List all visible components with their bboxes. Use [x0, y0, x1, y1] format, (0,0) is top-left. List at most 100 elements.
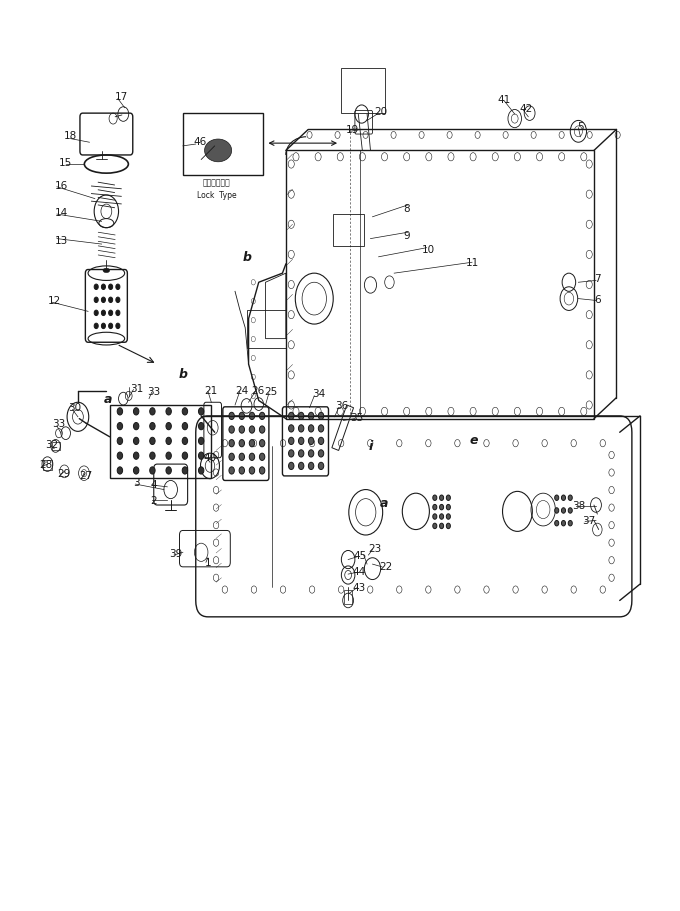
Circle shape: [101, 323, 105, 329]
Circle shape: [117, 467, 122, 475]
Text: 16: 16: [54, 180, 67, 190]
Circle shape: [133, 453, 139, 460]
Circle shape: [432, 496, 437, 501]
Circle shape: [299, 413, 304, 420]
Circle shape: [229, 413, 235, 420]
Circle shape: [182, 467, 188, 475]
Text: 26: 26: [251, 385, 264, 395]
Text: 42: 42: [520, 104, 533, 114]
Text: ロックタイプ: ロックタイプ: [203, 179, 231, 188]
Text: 1: 1: [205, 558, 211, 568]
Circle shape: [446, 524, 450, 529]
Circle shape: [432, 514, 437, 519]
Circle shape: [199, 467, 204, 475]
Circle shape: [199, 453, 204, 460]
Text: 21: 21: [205, 385, 218, 395]
Circle shape: [439, 505, 443, 510]
Text: 36: 36: [335, 401, 348, 411]
Circle shape: [239, 467, 245, 475]
Text: 33: 33: [52, 419, 65, 429]
Circle shape: [117, 453, 122, 460]
Circle shape: [109, 311, 113, 316]
Text: 31: 31: [130, 384, 143, 394]
Text: 44: 44: [352, 567, 366, 577]
Circle shape: [150, 423, 155, 430]
Circle shape: [568, 496, 573, 501]
Circle shape: [182, 438, 188, 445]
Circle shape: [318, 413, 324, 420]
Circle shape: [116, 311, 120, 316]
Text: 35: 35: [350, 413, 364, 423]
Circle shape: [229, 454, 235, 461]
Circle shape: [116, 323, 120, 329]
Text: 19: 19: [345, 126, 359, 136]
Circle shape: [446, 505, 450, 510]
Circle shape: [250, 440, 255, 447]
Circle shape: [94, 311, 98, 316]
Circle shape: [199, 438, 204, 445]
Circle shape: [133, 423, 139, 430]
Text: 18: 18: [64, 131, 77, 141]
Ellipse shape: [103, 269, 109, 273]
Circle shape: [299, 425, 304, 433]
Circle shape: [259, 440, 265, 447]
Text: 24: 24: [235, 385, 248, 395]
Text: b: b: [178, 367, 188, 380]
Text: 46: 46: [193, 138, 207, 148]
Circle shape: [239, 426, 245, 434]
Text: 7: 7: [594, 273, 600, 283]
Circle shape: [446, 496, 450, 501]
Text: 29: 29: [58, 468, 71, 478]
Text: 17: 17: [116, 92, 129, 102]
Circle shape: [562, 508, 566, 514]
Circle shape: [432, 524, 437, 529]
Circle shape: [117, 438, 122, 445]
Text: 15: 15: [59, 158, 72, 168]
Circle shape: [182, 423, 188, 430]
Circle shape: [562, 496, 566, 501]
Circle shape: [94, 285, 98, 291]
Circle shape: [116, 298, 120, 303]
Bar: [341, 68, 386, 114]
Circle shape: [259, 426, 265, 434]
Circle shape: [229, 426, 235, 434]
Circle shape: [259, 467, 265, 475]
Circle shape: [299, 438, 304, 445]
Circle shape: [166, 423, 171, 430]
Circle shape: [439, 524, 443, 529]
Text: 4: 4: [150, 479, 157, 489]
Circle shape: [288, 425, 294, 433]
Text: 45: 45: [354, 550, 367, 560]
Circle shape: [101, 298, 105, 303]
Circle shape: [199, 408, 204, 415]
Bar: [344, 591, 352, 605]
Circle shape: [116, 285, 120, 291]
Circle shape: [446, 514, 450, 519]
Circle shape: [568, 508, 573, 514]
Text: e: e: [470, 434, 478, 446]
Circle shape: [109, 298, 113, 303]
Circle shape: [259, 454, 265, 461]
Circle shape: [288, 438, 294, 445]
Circle shape: [439, 496, 443, 501]
Text: 12: 12: [48, 296, 61, 306]
Circle shape: [309, 413, 313, 420]
Circle shape: [299, 463, 304, 470]
Circle shape: [94, 323, 98, 329]
Text: i: i: [369, 440, 373, 453]
Text: 20: 20: [374, 107, 387, 118]
Circle shape: [250, 467, 255, 475]
Circle shape: [250, 426, 255, 434]
Circle shape: [239, 440, 245, 447]
Circle shape: [555, 496, 559, 501]
Text: 8: 8: [403, 203, 409, 213]
Circle shape: [318, 463, 324, 470]
Circle shape: [199, 423, 204, 430]
Circle shape: [150, 438, 155, 445]
Circle shape: [555, 508, 559, 514]
Text: 41: 41: [497, 95, 511, 105]
Text: 11: 11: [465, 258, 479, 268]
Text: 22: 22: [379, 561, 392, 571]
Circle shape: [182, 408, 188, 415]
Circle shape: [101, 311, 105, 316]
